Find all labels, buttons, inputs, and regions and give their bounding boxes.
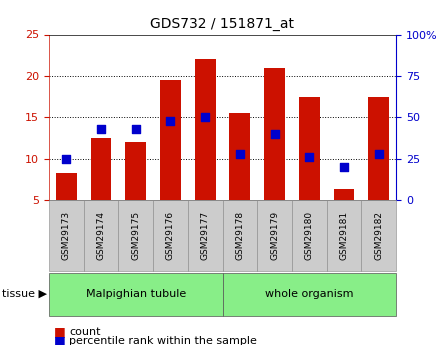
Point xyxy=(97,126,105,132)
Bar xyxy=(160,80,181,200)
Bar xyxy=(91,138,111,200)
Bar xyxy=(334,189,354,200)
Bar xyxy=(125,142,146,200)
Point xyxy=(375,151,382,157)
Text: ■: ■ xyxy=(53,325,65,338)
Point xyxy=(340,164,348,170)
Point xyxy=(306,154,313,160)
Text: GSM29179: GSM29179 xyxy=(270,211,279,260)
Text: GSM29176: GSM29176 xyxy=(166,211,175,260)
Text: GSM29181: GSM29181 xyxy=(340,211,348,260)
Point xyxy=(236,151,243,157)
Bar xyxy=(230,113,250,200)
Text: GSM29174: GSM29174 xyxy=(97,211,105,260)
Text: Malpighian tubule: Malpighian tubule xyxy=(85,289,186,299)
Bar xyxy=(56,173,77,200)
Text: GSM29175: GSM29175 xyxy=(131,211,140,260)
Text: GSM29178: GSM29178 xyxy=(235,211,244,260)
Text: tissue ▶: tissue ▶ xyxy=(2,289,47,299)
Point xyxy=(167,118,174,124)
Point xyxy=(202,115,209,120)
Bar xyxy=(368,97,389,200)
Point xyxy=(271,131,278,137)
Text: GSM29177: GSM29177 xyxy=(201,211,210,260)
Text: ■: ■ xyxy=(53,334,65,345)
Text: GSM29173: GSM29173 xyxy=(62,211,71,260)
Text: percentile rank within the sample: percentile rank within the sample xyxy=(69,336,257,345)
Point xyxy=(63,156,70,161)
Bar xyxy=(264,68,285,200)
Text: whole organism: whole organism xyxy=(265,289,353,299)
Bar xyxy=(299,97,320,200)
Text: GSM29182: GSM29182 xyxy=(374,211,383,260)
Text: GSM29180: GSM29180 xyxy=(305,211,314,260)
Point xyxy=(132,126,139,132)
Text: count: count xyxy=(69,327,101,337)
Bar xyxy=(195,59,215,200)
Title: GDS732 / 151871_at: GDS732 / 151871_at xyxy=(150,17,295,31)
